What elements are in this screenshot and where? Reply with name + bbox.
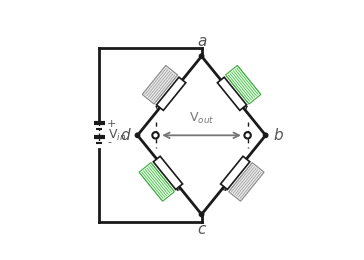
Text: b: b [273, 128, 283, 143]
Circle shape [199, 212, 204, 217]
Circle shape [135, 133, 140, 138]
Polygon shape [139, 162, 174, 201]
Polygon shape [229, 162, 264, 201]
Circle shape [264, 133, 268, 138]
Text: V$_{out}$: V$_{out}$ [189, 110, 214, 126]
Polygon shape [157, 77, 186, 110]
Polygon shape [226, 66, 261, 104]
Polygon shape [142, 66, 178, 104]
Text: +: + [107, 119, 116, 129]
Text: d: d [120, 128, 130, 143]
Text: V$_{in}$: V$_{in}$ [108, 128, 126, 143]
Circle shape [152, 132, 159, 139]
Polygon shape [221, 156, 250, 190]
Circle shape [199, 54, 204, 58]
Circle shape [244, 132, 251, 139]
Text: a: a [197, 34, 206, 49]
Text: c: c [197, 222, 206, 237]
Text: -: - [107, 137, 111, 147]
Polygon shape [153, 156, 183, 190]
Polygon shape [217, 77, 247, 110]
